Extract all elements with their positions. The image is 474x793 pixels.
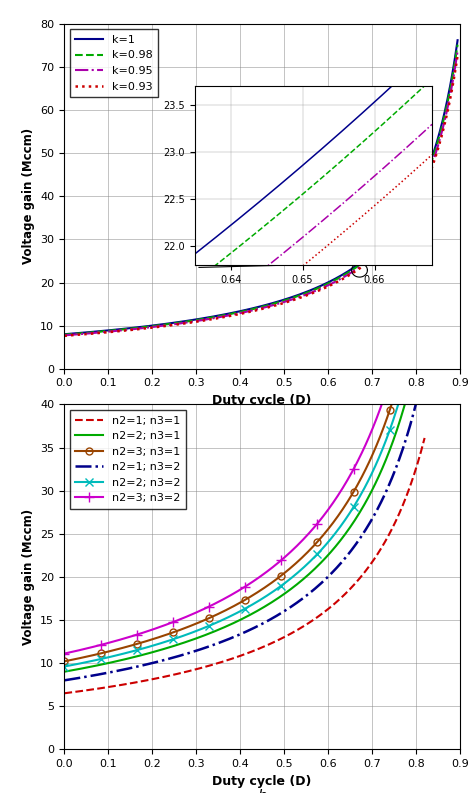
n2=1; n3=1 xyxy=(388,527,394,536)
n2=2; n3=2 xyxy=(63,661,68,671)
n2=1; n3=2 xyxy=(276,610,282,619)
Y-axis label: Voltage gain (Mccm): Voltage gain (Mccm) xyxy=(22,509,35,645)
Line: n2=3; n3=1: n2=3; n3=1 xyxy=(61,257,428,665)
Line: n2=2; n3=1: n2=2; n3=1 xyxy=(64,318,425,672)
n2=1; n3=2 xyxy=(422,362,428,371)
n2=1; n3=1 xyxy=(365,563,371,573)
Line: k=1: k=1 xyxy=(64,40,457,334)
n2=2; n3=1 xyxy=(62,667,67,676)
k=1 xyxy=(242,305,248,315)
n2=3; n3=2 xyxy=(62,649,67,658)
n2=3; n3=1 xyxy=(282,568,288,577)
k=0.98 xyxy=(82,328,87,338)
n2=2; n3=1 xyxy=(275,594,281,603)
n2=1; n3=1 xyxy=(422,433,428,442)
k=1 xyxy=(253,303,258,312)
n2=1; n3=2 xyxy=(275,611,281,620)
k=0.93 xyxy=(443,113,449,122)
n2=2; n3=1 xyxy=(365,493,371,503)
n2=3; n3=1 xyxy=(62,657,67,666)
k=0.93 xyxy=(62,331,67,340)
k=0.98 xyxy=(62,330,67,339)
Text: b: b xyxy=(257,789,267,793)
n2=2; n3=2 xyxy=(282,578,288,588)
n2=2; n3=1 xyxy=(388,442,394,452)
k=0.98 xyxy=(455,40,460,49)
Line: k=0.98: k=0.98 xyxy=(64,44,457,335)
k=0.93 xyxy=(242,308,248,317)
k=0.98 xyxy=(443,105,449,114)
n2=1; n3=2 xyxy=(63,676,68,685)
Line: k=0.93: k=0.93 xyxy=(64,56,457,335)
n2=1; n3=2 xyxy=(388,476,394,485)
k=0.95 xyxy=(371,251,377,260)
n2=3; n3=2 xyxy=(365,435,371,444)
k=0.93 xyxy=(371,252,377,262)
k=0.98 xyxy=(253,304,258,313)
Legend: k=1, k=0.98, k=0.95, k=0.93: k=1, k=0.98, k=0.95, k=0.93 xyxy=(70,29,158,97)
Line: n2=1; n3=2: n2=1; n3=2 xyxy=(64,366,425,680)
n2=3; n3=2 xyxy=(276,557,282,567)
n2=2; n3=2 xyxy=(422,285,428,294)
Line: k=0.95: k=0.95 xyxy=(64,52,457,335)
n2=2; n3=2 xyxy=(365,477,371,486)
n2=2; n3=1 xyxy=(276,593,282,603)
k=0.95 xyxy=(443,110,449,120)
n2=3; n3=1 xyxy=(275,573,281,583)
n2=2; n3=2 xyxy=(276,583,282,592)
k=1 xyxy=(62,329,67,339)
n2=2; n3=2 xyxy=(62,661,67,671)
k=0.95 xyxy=(443,109,449,119)
n2=1; n3=1 xyxy=(275,636,281,646)
n2=1; n3=1 xyxy=(282,632,288,642)
n2=2; n3=1 xyxy=(63,667,68,676)
Text: a: a xyxy=(257,408,266,423)
k=1 xyxy=(443,101,449,110)
n2=3; n3=1 xyxy=(63,657,68,666)
k=0.93 xyxy=(443,113,449,123)
n2=3; n3=2 xyxy=(422,213,428,222)
n2=3; n3=1 xyxy=(422,256,428,266)
X-axis label: Duty cycle (D): Duty cycle (D) xyxy=(212,394,311,407)
n2=2; n3=1 xyxy=(422,313,428,323)
n2=1; n3=2 xyxy=(365,521,371,531)
n2=2; n3=2 xyxy=(275,584,281,593)
n2=1; n3=2 xyxy=(62,676,67,685)
k=0.93 xyxy=(455,51,460,60)
k=0.95 xyxy=(62,331,67,340)
X-axis label: Duty cycle (D): Duty cycle (D) xyxy=(212,775,311,787)
k=0.98 xyxy=(443,104,449,113)
Line: n2=3; n3=2: n2=3; n3=2 xyxy=(60,213,429,658)
k=1 xyxy=(455,36,460,45)
k=1 xyxy=(371,247,377,257)
n2=1; n3=1 xyxy=(63,688,68,698)
n2=3; n3=2 xyxy=(275,558,281,568)
n2=3; n3=1 xyxy=(365,460,371,469)
n2=3; n3=1 xyxy=(388,402,394,412)
k=0.93 xyxy=(253,306,258,316)
n2=3; n3=2 xyxy=(388,372,394,381)
n2=2; n3=2 xyxy=(388,422,394,431)
n2=1; n3=2 xyxy=(282,606,288,615)
Line: n2=1; n3=1: n2=1; n3=1 xyxy=(64,438,425,693)
k=0.95 xyxy=(82,329,87,339)
n2=3; n3=2 xyxy=(282,552,288,561)
n2=1; n3=1 xyxy=(62,688,67,698)
n2=1; n3=1 xyxy=(276,635,282,645)
k=0.98 xyxy=(371,249,377,259)
k=0.93 xyxy=(82,330,87,339)
Legend: n2=1; n3=1, n2=2; n3=1, n2=3; n3=1, n2=1; n3=2, n2=2; n3=2, n2=3; n3=2: n2=1; n3=1, n2=2; n3=1, n2=3; n3=1, n2=1… xyxy=(70,410,186,509)
k=1 xyxy=(82,328,87,337)
n2=3; n3=1 xyxy=(276,573,282,582)
k=0.98 xyxy=(242,306,248,316)
n2=2; n3=1 xyxy=(282,588,288,598)
k=0.95 xyxy=(253,305,258,314)
k=0.95 xyxy=(242,307,248,316)
k=0.95 xyxy=(455,47,460,56)
Line: n2=2; n3=2: n2=2; n3=2 xyxy=(60,285,429,671)
n2=3; n3=2 xyxy=(63,649,68,658)
Y-axis label: Voltage gain (Mccm): Voltage gain (Mccm) xyxy=(22,128,35,264)
k=1 xyxy=(443,102,449,111)
